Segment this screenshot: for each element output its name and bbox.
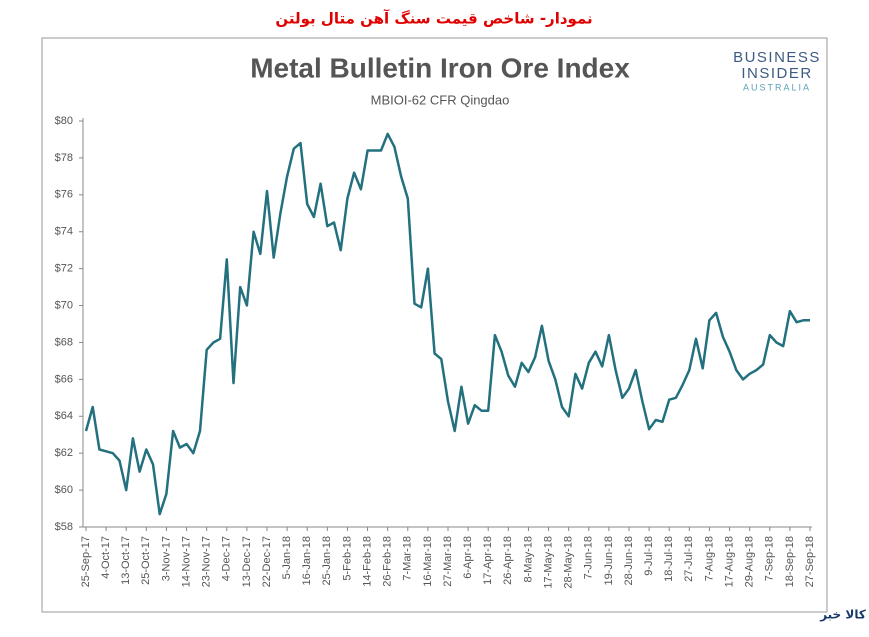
y-tick-label: $80	[55, 115, 73, 127]
x-tick-label: 7-Mar-18	[402, 536, 414, 581]
y-tick-label: $60	[55, 484, 73, 496]
x-tick-label: 25-Oct-17	[140, 536, 152, 585]
x-tick-label: 27-Sep-18	[804, 536, 816, 587]
watermark: کالا خبر	[819, 608, 866, 622]
x-tick-label: 8-May-18	[522, 536, 534, 582]
y-tick-label: $70	[55, 299, 73, 311]
x-tick-label: 16-Jan-18	[301, 536, 313, 586]
series-line	[84, 132, 810, 516]
x-tick-label: 6-Apr-18	[462, 536, 474, 579]
x-tick-label: 17-May-18	[542, 536, 554, 589]
chart-frame	[41, 37, 828, 613]
x-tick-label: 27-Mar-18	[442, 536, 454, 587]
x-tick-label: 26-Apr-18	[502, 536, 514, 585]
x-tick-label: 4-Oct-17	[100, 536, 112, 579]
x-tick-label: 19-Jun-18	[603, 536, 615, 586]
x-tick-label: 17-Aug-18	[723, 536, 735, 587]
x-tick-label: 25-Sep-17	[80, 536, 92, 587]
x-tick-label: 7-Jun-18	[583, 536, 595, 579]
logo-line: AUSTRALIA	[743, 82, 811, 92]
x-tick-label: 13-Oct-17	[120, 536, 132, 585]
logo-line: BUSINESS	[733, 49, 821, 66]
x-tick-label: 14-Nov-17	[180, 536, 192, 587]
x-tick-label: 14-Feb-18	[361, 536, 373, 587]
x-tick-label: 25-Jan-18	[321, 536, 333, 586]
x-tick-label: 7-Sep-18	[764, 536, 776, 581]
y-tick-label: $78	[55, 152, 73, 164]
x-tick-label: 28-May-18	[563, 536, 575, 589]
x-tick-label: 9-Jul-18	[643, 536, 655, 576]
x-tick-label: 7-Aug-18	[703, 536, 715, 581]
x-tick-label: 26-Feb-18	[382, 536, 394, 587]
x-tick-label: 28-Jun-18	[623, 536, 635, 586]
x-tick-label: 3-Nov-17	[160, 536, 172, 581]
header-title: نمودار- شاخص قیمت سنگ آهن متال بولتن	[275, 10, 592, 28]
x-tick-label: 29-Aug-18	[744, 536, 756, 587]
x-tick-label: 4-Dec-17	[221, 536, 233, 581]
y-tick-label: $58	[55, 521, 73, 533]
x-tick-label: 22-Dec-17	[261, 536, 273, 587]
x-tick-label: 18-Sep-18	[784, 536, 796, 587]
x-tick-label: 18-Jul-18	[663, 536, 675, 582]
logo-line: INSIDER	[741, 65, 812, 82]
x-tick-label: 23-Nov-17	[201, 536, 213, 587]
x-tick-label: 5-Feb-18	[341, 536, 353, 581]
x-tick-label: 27-Jul-18	[683, 536, 695, 582]
y-tick-label: $66	[55, 373, 73, 385]
y-tick-label: $76	[55, 189, 73, 201]
x-tick-label: 16-Mar-18	[422, 536, 434, 587]
x-tick-label: 17-Apr-18	[482, 536, 494, 585]
y-tick-label: $68	[55, 336, 73, 348]
y-tick-label: $62	[55, 447, 73, 459]
y-tick-label: $64	[55, 410, 73, 422]
x-tick-label: 13-Dec-17	[241, 536, 253, 587]
y-tick-label: $72	[55, 263, 73, 275]
x-tick-label: 5-Jan-18	[281, 536, 293, 579]
y-tick-label: $74	[55, 226, 73, 238]
chart-title: Metal Bulletin Iron Ore Index	[250, 52, 630, 83]
chart-subtitle: MBIOI-62 CFR Qingdao	[371, 92, 510, 107]
